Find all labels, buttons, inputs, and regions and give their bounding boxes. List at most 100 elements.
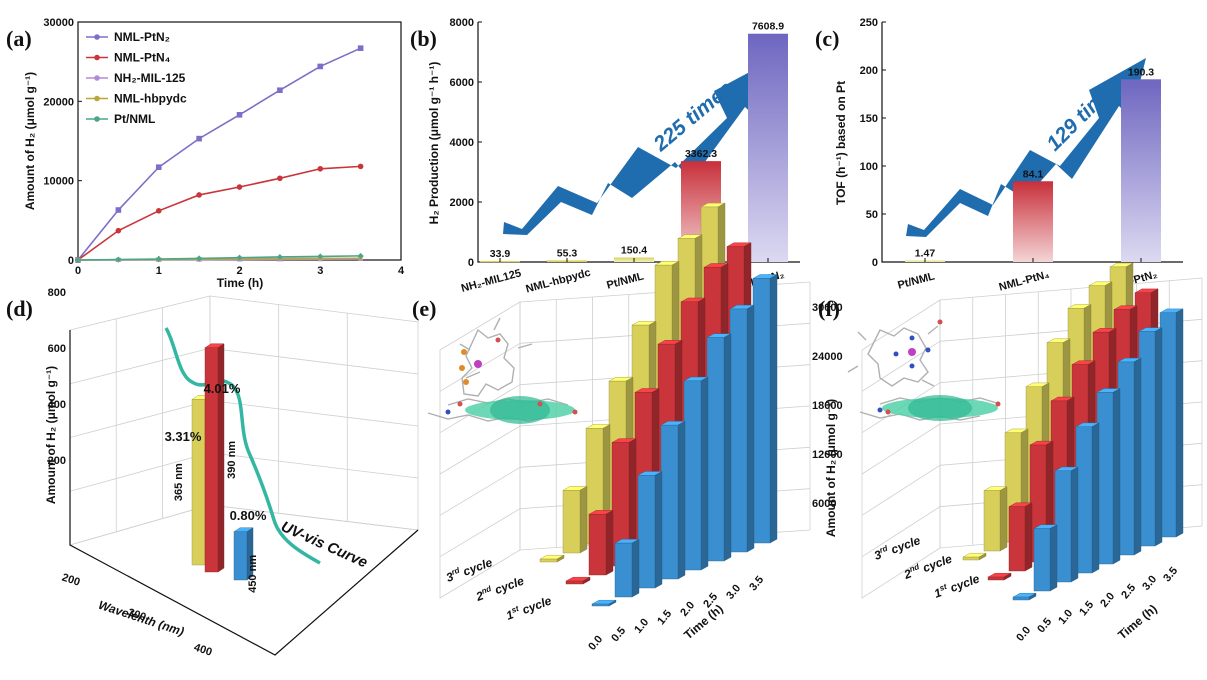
- bar-value-label: 55.3: [557, 247, 578, 259]
- z-tick-label: 6000: [812, 498, 836, 510]
- y-tick-label: 0: [468, 257, 474, 269]
- bar: [1159, 308, 1184, 538]
- bar: [987, 572, 1012, 581]
- bar: [660, 420, 686, 580]
- panel-label-f: (f): [818, 296, 840, 321]
- x-tick-label: NML-PtN₄: [998, 269, 1051, 294]
- y-axis-label: TOF (h⁻¹) based on Pt: [834, 81, 848, 205]
- x-axis-label: Time (h): [1115, 602, 1160, 643]
- x-tick-label: 0.0: [586, 633, 605, 652]
- bar-value-label: 33.9: [490, 248, 511, 260]
- bar: [752, 274, 778, 544]
- data-point: [357, 163, 364, 170]
- x-tick-label: 0.5: [609, 625, 628, 644]
- legend: NML-PtN₂ NML-PtN₄ NH₂-MIL-125 NML-hbpydc Pt/…: [86, 30, 187, 126]
- data-point: [277, 175, 283, 182]
- data-point: [236, 184, 243, 190]
- bar: [1013, 181, 1053, 262]
- axis-ticks: 0.0 0.5 1.0 1.5 2.0 2.5 3.0 3.5: [1014, 565, 1180, 644]
- cycle-label: 2nd cycle: [473, 573, 526, 605]
- bar: [204, 343, 225, 573]
- legend-label: NML-PtN₄: [114, 51, 171, 65]
- data-point: [115, 256, 122, 263]
- y-tick-label: 50: [866, 209, 878, 221]
- y-tick-label: 0: [872, 257, 878, 269]
- x-tick-label: 1.5: [655, 608, 674, 627]
- panel-label-b: (b): [410, 26, 437, 51]
- bar-value-label: 1.47: [915, 248, 936, 260]
- bar: [983, 486, 1008, 552]
- x-tick-label: 0: [75, 265, 81, 277]
- bar: [1096, 388, 1121, 565]
- panel-e: (e) 0.0 0.5 1.0 1.5 2.0 2.5 3.0 3.5600012000180…: [412, 202, 843, 653]
- panel-label-e: (e): [412, 296, 436, 321]
- x-tick-label: 2.0: [1098, 590, 1117, 609]
- uv-vis-curve: [164, 327, 321, 565]
- panel-d: (d) 200400600800200300400500 UV-vis Curv…: [6, 287, 419, 680]
- bar: [1033, 524, 1058, 592]
- bar: [565, 576, 591, 585]
- y-axis-label: Amount of H₂ (μmol g⁻¹): [23, 72, 37, 210]
- data-point: [317, 165, 324, 172]
- x-tick-label: 2.0: [678, 599, 697, 618]
- bar-value-label: 150.4: [621, 244, 647, 256]
- x-tick-label: 300: [126, 607, 147, 624]
- bar-category-label: 450 nm: [247, 555, 259, 593]
- bars: [539, 202, 778, 607]
- bar: [614, 538, 640, 598]
- back-wall-left: [69, 295, 211, 546]
- bar: [1075, 422, 1100, 574]
- data-point: [276, 253, 283, 260]
- x-tick-label: 1: [156, 265, 162, 277]
- bar: [683, 376, 709, 571]
- y-tick-label: 100: [860, 161, 878, 173]
- trend-arrow: [503, 58, 776, 235]
- axis-ticks: 0 1 2 3 4 0 10000 20000 30000: [43, 17, 405, 277]
- data-point: [196, 192, 202, 198]
- panel-label-c: (c): [815, 26, 839, 51]
- y-tick-label: 8000: [450, 17, 474, 29]
- axis-ticks: 200400600800200300400500: [48, 287, 280, 680]
- data-point: [357, 45, 364, 51]
- x-axis-label: Wavelenth (nm): [97, 598, 186, 639]
- bars: 365 nm 390 nm 450 nm 3.31% 4.01% 0.80%: [165, 343, 267, 593]
- panel-label-d: (d): [6, 296, 33, 321]
- data-point: [236, 254, 243, 261]
- bar: [1012, 592, 1037, 601]
- x-tick-label: 2.5: [1119, 582, 1138, 601]
- legend-marker: [94, 95, 100, 102]
- z-tick-label: 12000: [812, 449, 843, 461]
- panel-f: (f) 0.0 0.5 1.0 1.5 2.0 2.5 3.0 3.5 3rd cycle2n…: [818, 262, 1203, 644]
- x-tick-label: 2: [236, 265, 242, 277]
- bar-value-label: 3.31%: [165, 429, 202, 444]
- data-point: [317, 253, 324, 260]
- axis-ticks: 0 2000 4000 6000 8000: [450, 17, 482, 269]
- bar: [748, 33, 788, 262]
- bar-value-label: 3362.3: [685, 148, 717, 160]
- bar: [233, 527, 254, 581]
- bar-value-label: 190.3: [1128, 66, 1154, 78]
- legend-label: NML-PtN₂: [114, 30, 170, 44]
- x-tick-label: 3.5: [1161, 565, 1180, 584]
- legend-marker: [94, 54, 100, 61]
- grid-line: [69, 452, 211, 492]
- x-tick-label: 1.5: [1077, 599, 1096, 618]
- z-tick-label: 18000: [812, 400, 843, 412]
- z-tick-label: 24000: [812, 351, 843, 363]
- legend-label: Pt/NML: [114, 112, 155, 126]
- z-tick-label: 800: [48, 287, 66, 299]
- x-tick-label: Pt/NML: [605, 270, 645, 291]
- y-tick-label: 20000: [43, 96, 74, 108]
- grid-lines: [69, 304, 419, 532]
- bar: [637, 471, 663, 589]
- data-point: [196, 135, 202, 142]
- y-tick-label: 200: [860, 65, 878, 77]
- x-tick-label: 1.0: [632, 616, 651, 635]
- z-tick-label: 30000: [812, 302, 843, 314]
- bar: [1121, 79, 1161, 262]
- cycle-label: 3rd cycle: [872, 532, 923, 563]
- data-point: [196, 255, 203, 262]
